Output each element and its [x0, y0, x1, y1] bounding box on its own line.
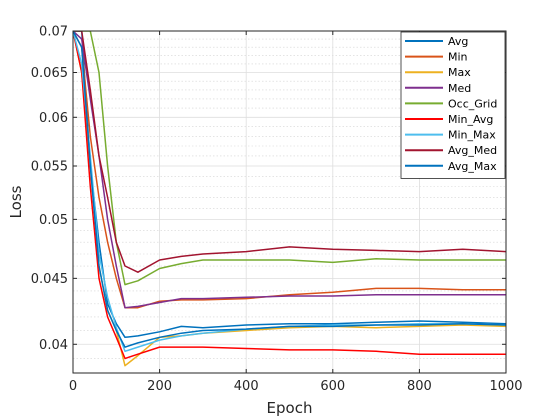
y-tick-label: 0.06 — [39, 111, 68, 126]
x-tick-label: 400 — [234, 379, 259, 394]
series-line-occ-grid — [73, 31, 506, 286]
x-tick-label: 200 — [147, 379, 172, 394]
y-tick-label: 0.07 — [39, 25, 68, 40]
y-tick-label: 0.065 — [31, 66, 68, 81]
legend-label-avg-med: Avg_Med — [448, 144, 497, 157]
legend-label-avg: Avg — [448, 35, 468, 48]
x-tick-label: 0 — [69, 379, 77, 394]
legend-label-occ-grid: Occ_Grid — [448, 97, 497, 110]
legend-label-min-avg: Min_Avg — [448, 113, 493, 126]
series-line-avg-max — [73, 31, 506, 348]
legend-label-min: Min — [448, 51, 468, 64]
legend-label-avg-max: Avg_Max — [448, 160, 497, 173]
x-tick-label: 800 — [407, 379, 432, 394]
x-axis-label: Epoch — [267, 399, 313, 417]
legend-label-max: Max — [448, 66, 471, 79]
axis-ticks: 0 200 400 600 800 1000 0.04 0.045 0.05 0.055 0.06 0… — [31, 25, 523, 395]
y-tick-label: 0.04 — [39, 338, 68, 353]
legend-label-med: Med — [448, 82, 471, 95]
series-line-min-avg — [73, 31, 506, 360]
y-tick-label: 0.05 — [39, 213, 68, 228]
axes-box — [72, 30, 507, 374]
legend: Avg Min Max Med Occ_Grid Min_Avg Min_Max Avg_Me… — [400, 31, 506, 179]
y-tick-label: 0.045 — [31, 272, 68, 287]
y-tick-label: 0.055 — [31, 160, 68, 175]
series-line-avg-med — [73, 31, 506, 273]
legend-label-min-max: Min_Max — [448, 129, 496, 142]
x-tick-label: 600 — [320, 379, 345, 394]
series-group — [73, 31, 506, 367]
y-axis-label: Loss — [7, 185, 25, 218]
x-tick-label: 1000 — [489, 379, 522, 394]
